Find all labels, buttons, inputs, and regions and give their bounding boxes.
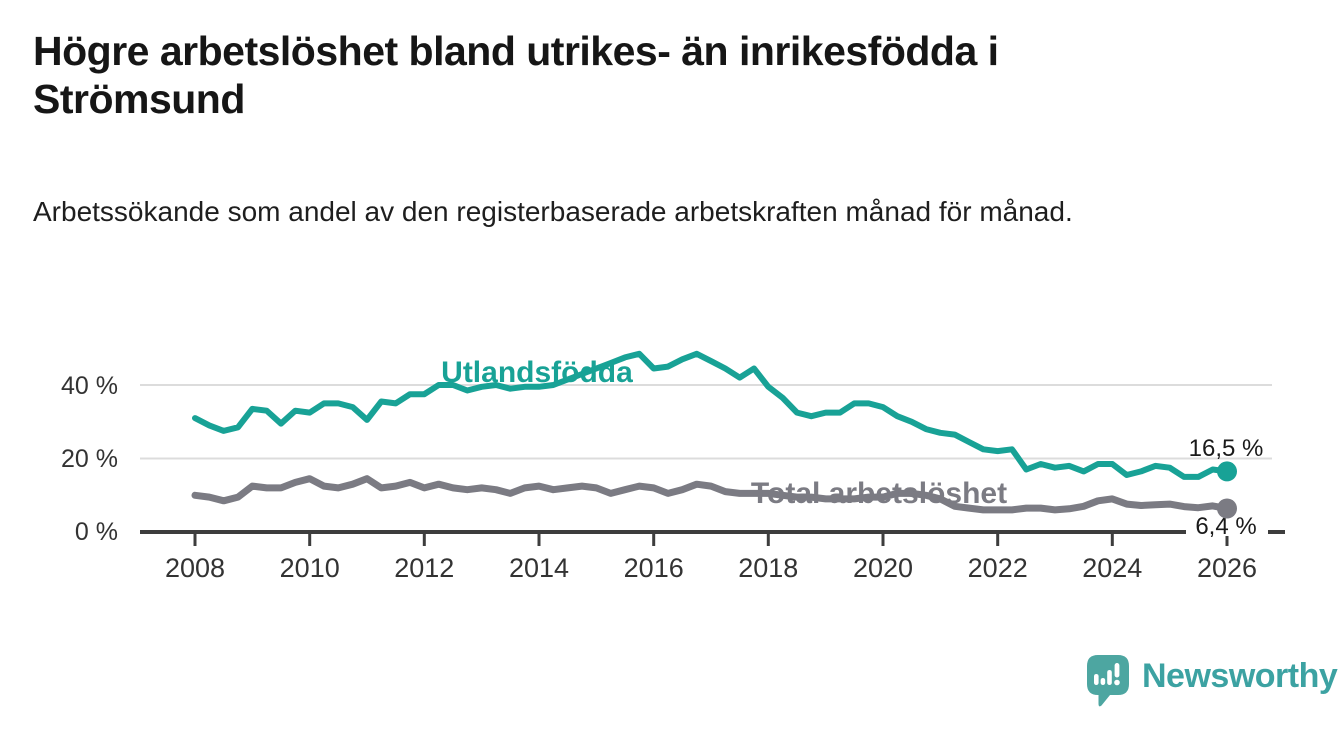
series-line-utlandsfodda [192,350,1230,480]
end-value-label-utlandsfodda: 16,5 % [1189,435,1264,462]
newsworthy-logo-icon [1087,655,1129,707]
series-end-dot-utlandsfodda [1217,461,1237,482]
x-axis-tickmarks [193,532,1229,546]
x-axis-tick-label: 2016 [624,553,684,583]
x-axis-tick-label: 2024 [1082,553,1142,583]
series-label-utlandsfodda: Utlandsfödda [441,356,633,389]
y-axis-tick-label: 0 % [75,518,118,546]
page-title: Högre arbetslöshet bland utrikes- än inr… [33,28,999,122]
newsworthy-wordmark: Newsworthy [1142,657,1338,695]
y-axis-tick-label: 40 % [61,372,118,400]
y-axis-tick-label: 20 % [61,445,118,473]
x-axis-tick-label: 2010 [280,553,340,583]
x-axis-tick-label: 2022 [968,553,1028,583]
x-axis-tick-label: 2014 [509,553,569,583]
page-subtitle: Arbetssökande som andel av den registerb… [33,196,1073,227]
newsworthy-brand: Newsworthy [1086,654,1338,708]
x-axis-tick-label: 2018 [738,553,798,583]
series-end-dot-total [1217,498,1237,519]
series-label-total-arbetsloshet: Total arbetslöshet [751,477,1007,510]
x-axis-tick-label: 2012 [394,553,454,583]
x-axis-tick-label: 2026 [1197,553,1257,583]
x-axis-tick-label: 2008 [165,553,225,583]
x-axis-tick-label: 2020 [853,553,913,583]
series-line-total-arbetsloshet [191,475,1231,514]
